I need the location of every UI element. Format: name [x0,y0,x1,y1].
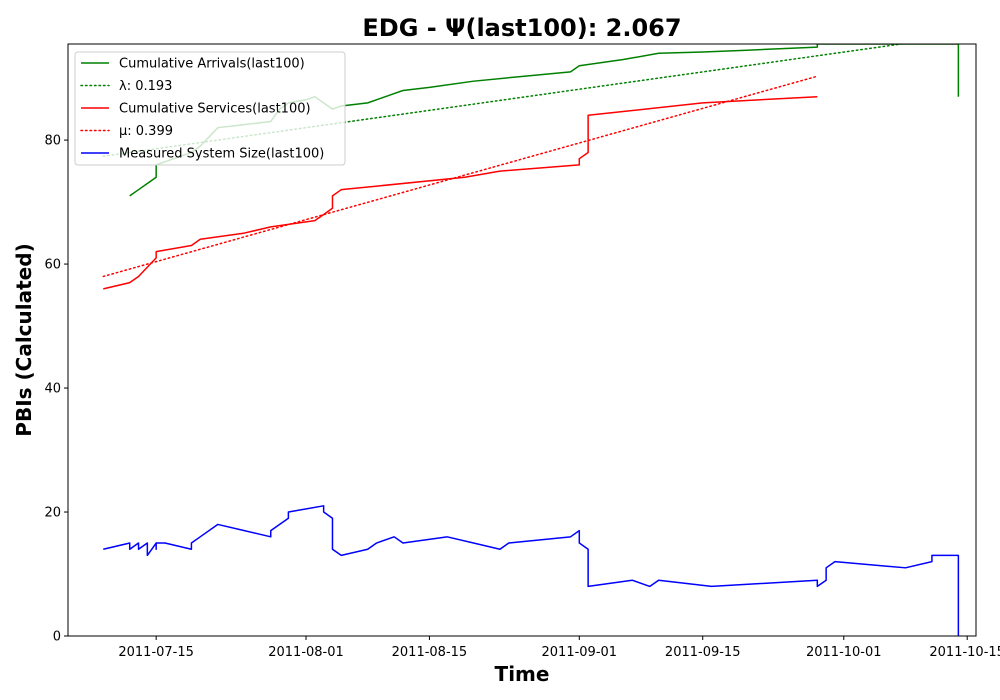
x-tick-label: 2011-08-15 [392,645,468,660]
chart-title: EDG - Ψ(last100): 2.067 [362,14,681,42]
x-axis: 2011-07-15 2011-08-01 2011-08-15 2011-09-01… [118,636,1000,660]
series-line-4 [102,75,819,278]
y-tick-label: 20 [44,506,61,521]
x-tick-label: 2011-07-15 [118,645,194,660]
legend: Cumulative Arrivals(last100) λ: 0.193 Cumu… [74,51,346,166]
legend-label: μ: 0.399 [119,124,173,139]
series-line-5 [103,505,960,636]
x-tick-label: 2011-10-15 [929,645,1000,660]
y-axis-title: PBIs (Calculated) [12,243,36,436]
y-tick-label: 80 [44,134,61,149]
x-axis-title: Time [495,662,550,686]
x-tick-label: 2011-08-01 [268,645,344,660]
legend-label: Measured System Size(last100) [119,147,324,162]
x-tick-label: 2011-09-01 [542,645,618,660]
legend-label: λ: 0.193 [119,79,172,94]
legend-box [74,51,346,166]
x-tick-label: 2011-09-15 [665,645,741,660]
y-tick-label: 0 [53,630,61,645]
x-tick-label: 2011-10-01 [806,645,882,660]
plot-frame [67,43,977,637]
y-tick-label: 60 [44,258,61,273]
legend-label: Cumulative Services(last100) [119,102,311,117]
y-axis: 0 20 40 60 80 [44,134,68,645]
legend-label: Cumulative Arrivals(last100) [119,57,305,72]
y-tick-label: 40 [44,382,61,397]
